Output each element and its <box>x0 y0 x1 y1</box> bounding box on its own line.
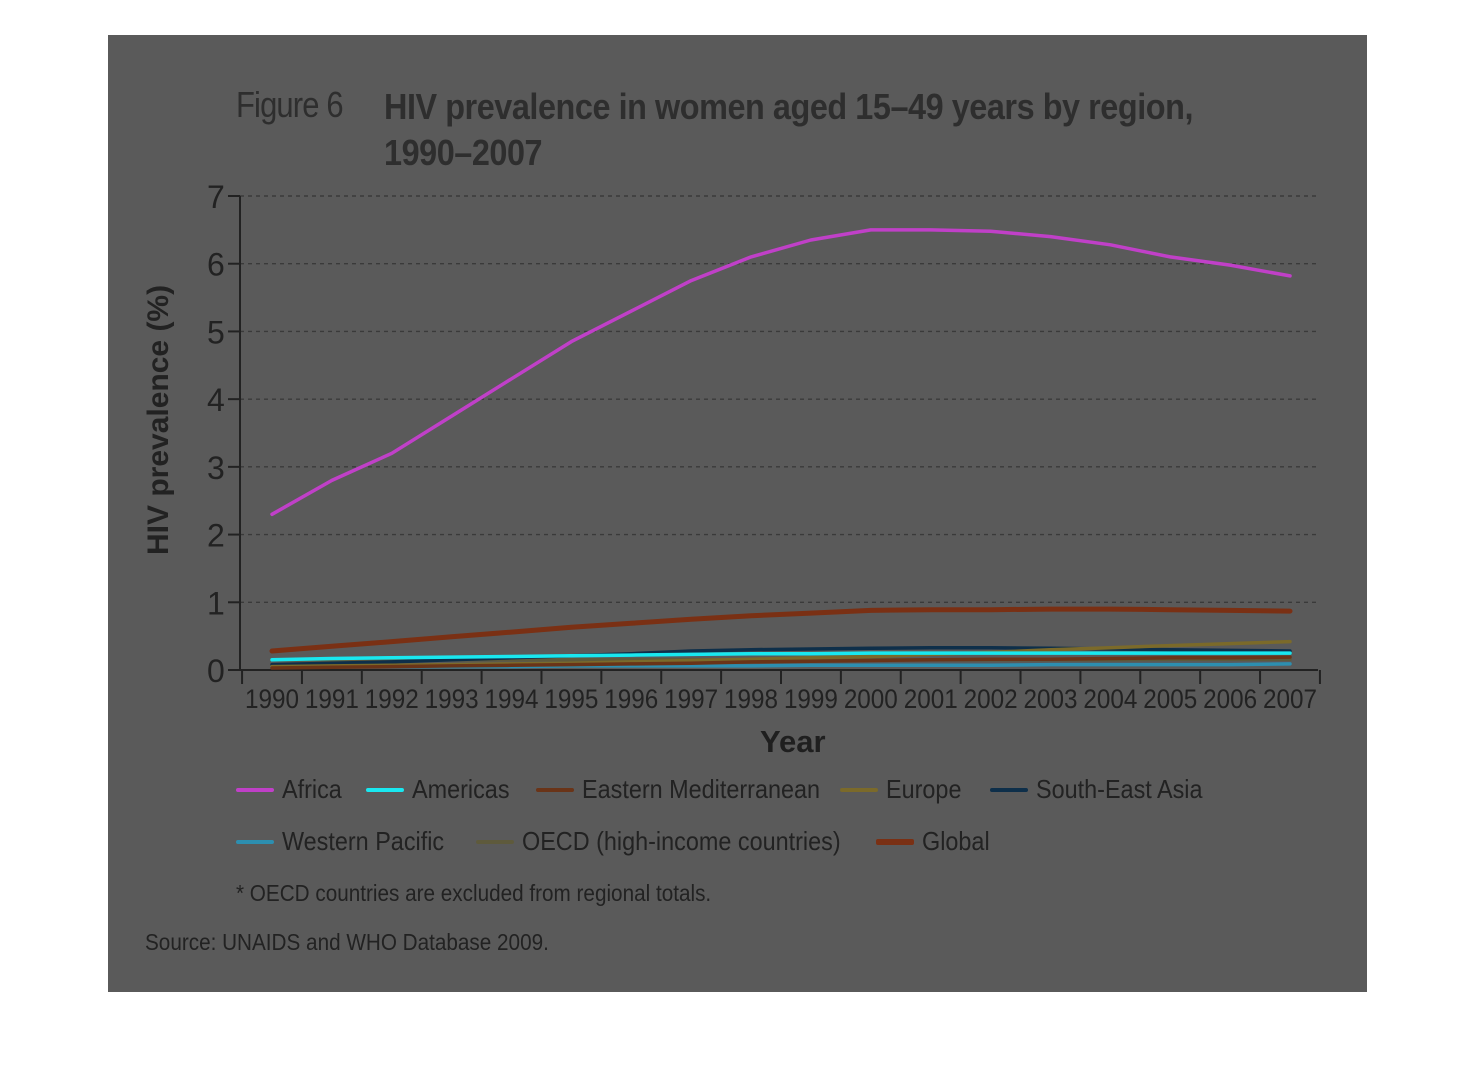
tick-labels: 0 1 2 3 4 5 6 7 1990 1991 1992 1993 1994 1995 1996 1997… <box>207 179 1317 714</box>
legend-label: Eastern Mediterranean <box>582 774 821 804</box>
chart-panel <box>108 35 1367 992</box>
legend-item: OECD (high-income countries) <box>476 826 876 857</box>
legend-label: OECD (high-income countries) <box>522 826 841 856</box>
x-tick-label: 1993 <box>425 684 479 714</box>
x-tick-label: 2000 <box>844 684 898 714</box>
y-tick-label: 0 <box>207 653 225 689</box>
legend-label: Americas <box>412 774 510 804</box>
y-tick-label: 1 <box>207 585 225 621</box>
grid-lines <box>240 195 1318 603</box>
x-tick-label: 1994 <box>485 684 539 714</box>
x-tick-label: 1992 <box>365 684 419 714</box>
x-tick-label: 1998 <box>724 684 778 714</box>
y-tick-label: 3 <box>207 450 225 486</box>
source-note: Source: UNAIDS and WHO Database 2009. <box>145 929 549 955</box>
legend-label: Global <box>922 826 990 856</box>
x-tick-label: 2004 <box>1083 684 1137 714</box>
legend-item: South-East Asia <box>990 774 1221 805</box>
legend-item: Americas <box>366 774 520 805</box>
legend-swatch <box>840 787 878 792</box>
x-tick-label: 2003 <box>1023 684 1077 714</box>
legend-swatch <box>366 787 404 792</box>
x-tick-label: 1990 <box>245 684 299 714</box>
legend-label: Africa <box>282 774 342 804</box>
y-tick-label: 6 <box>207 247 225 283</box>
legend-item: Global <box>876 826 997 857</box>
x-tick-label: 2002 <box>964 684 1018 714</box>
legend-swatch <box>990 787 1028 792</box>
legend-swatch <box>236 839 274 844</box>
legend-item: Eastern Mediterranean <box>536 774 846 805</box>
legend-item: Western Pacific <box>236 826 462 857</box>
x-tick-label: 1999 <box>784 684 838 714</box>
x-tick-label: 2006 <box>1203 684 1257 714</box>
x-tick-label: 1997 <box>664 684 718 714</box>
legend-swatch <box>236 787 274 792</box>
figure-label: Figure 6 <box>236 84 344 125</box>
x-tick-label: 2005 <box>1143 684 1197 714</box>
y-tick-label: 5 <box>207 314 225 350</box>
series-line-africa <box>270 228 1292 517</box>
legend: Africa Americas Eastern Mediterranean Europ… <box>236 772 1236 872</box>
legend-label: South-East Asia <box>1036 774 1203 804</box>
series-line-global <box>269 606 1293 654</box>
legend-swatch <box>476 839 514 844</box>
y-tick-label: 4 <box>207 382 225 418</box>
axes <box>228 195 1321 684</box>
x-tick-label: 1995 <box>544 684 598 714</box>
y-axis-label: HIV prevalence (%) <box>142 284 175 555</box>
x-axis-label: Year <box>760 724 826 759</box>
legend-item: Europe <box>840 774 970 805</box>
legend-swatch <box>536 787 574 792</box>
legend-swatch <box>876 838 914 845</box>
legend-label: Western Pacific <box>282 826 445 856</box>
x-tick-label: 2007 <box>1263 684 1317 714</box>
y-tick-label: 7 <box>207 179 225 215</box>
legend-label: Europe <box>886 774 962 804</box>
series-lines <box>269 228 1293 670</box>
x-tick-label: 1991 <box>305 684 359 714</box>
x-tick-label: 2001 <box>904 684 958 714</box>
legend-item: Africa <box>236 774 348 805</box>
series-line-south-east-asia <box>270 645 1292 667</box>
series-line-americas <box>270 651 1292 662</box>
footnote: * OECD countries are excluded from regio… <box>236 880 712 906</box>
series-line-eastern-mediterranean <box>270 655 1292 670</box>
y-tick-label: 2 <box>207 518 225 554</box>
x-tick-label: 1996 <box>604 684 658 714</box>
figure-title: HIV prevalence in women aged 15–49 years… <box>384 86 1194 173</box>
